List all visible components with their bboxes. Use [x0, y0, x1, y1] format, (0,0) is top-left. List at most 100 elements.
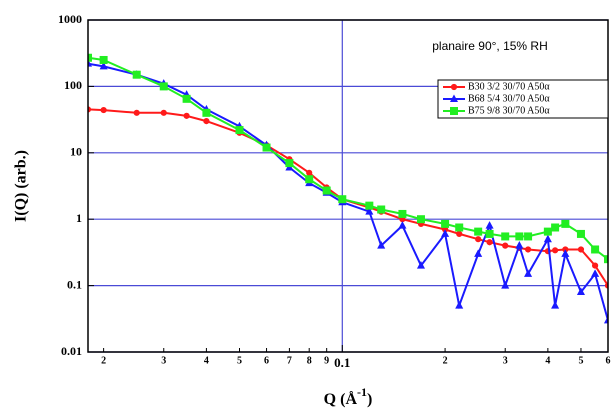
marker: [183, 112, 190, 119]
marker: [182, 94, 191, 103]
x-tick-label: 0.1: [334, 355, 350, 370]
marker: [524, 269, 533, 277]
marker: [524, 232, 533, 241]
legend-marker: [450, 83, 458, 91]
marker: [577, 246, 585, 253]
marker: [543, 234, 552, 243]
marker: [88, 53, 92, 62]
x-tick-label: 2: [443, 355, 448, 366]
legend-label: B75 9/8 30/70 A50α: [468, 105, 550, 116]
marker: [591, 262, 599, 269]
marker: [576, 287, 585, 296]
marker: [377, 241, 386, 249]
marker: [551, 223, 560, 232]
marker: [515, 241, 524, 249]
marker: [524, 246, 532, 253]
marker: [377, 205, 386, 214]
legend-label: B30 3/2 30/70 A50α: [468, 81, 550, 92]
marker: [416, 215, 425, 224]
marker: [604, 255, 608, 264]
marker: [474, 227, 483, 236]
x-label-sup: -1: [357, 385, 367, 399]
series: [88, 53, 608, 264]
marker: [474, 249, 483, 257]
marker: [398, 221, 407, 229]
y-tick-label: 100: [64, 78, 82, 92]
x-tick-label: 4: [545, 355, 550, 366]
marker: [576, 229, 585, 238]
marker: [88, 59, 93, 67]
legend-marker: [450, 107, 458, 115]
marker: [133, 109, 140, 116]
marker: [203, 118, 210, 125]
marker: [338, 195, 347, 204]
marker: [132, 70, 141, 79]
y-tick-label: 10: [70, 145, 82, 159]
x-tick-label: 8: [307, 355, 312, 366]
legend-label: B68 5/4 30/70 A50α: [468, 93, 550, 104]
x-tick-label: 7: [287, 355, 292, 366]
x-tick-label: 9: [324, 355, 329, 366]
marker: [551, 301, 560, 309]
x-tick-label: 6: [264, 355, 269, 366]
marker: [262, 143, 271, 152]
x-tick-label: 5: [237, 355, 242, 366]
marker: [398, 209, 407, 218]
x-tick-label: 3: [503, 355, 508, 366]
marker: [552, 247, 559, 254]
marker: [501, 281, 510, 289]
marker: [416, 261, 426, 269]
marker: [202, 108, 211, 117]
series-line: [88, 108, 608, 287]
legend-marker: [449, 94, 459, 102]
marker: [305, 175, 314, 184]
legend-box: [437, 79, 609, 119]
marker: [475, 236, 482, 243]
marker: [561, 249, 570, 257]
x-tick-label: 5: [578, 355, 583, 366]
marker: [591, 269, 600, 277]
marker: [306, 169, 313, 176]
y-axis-label: I(Q) (arb.): [13, 150, 30, 222]
x-label-suffix: ): [367, 391, 372, 408]
annotation: planaire 90°, 15% RH: [432, 39, 548, 53]
y-tick-label: 1000: [58, 12, 82, 26]
marker: [322, 186, 331, 195]
marker: [99, 55, 108, 64]
marker: [501, 232, 510, 241]
y-tick-label: 0.1: [67, 277, 82, 291]
x-tick-label: 6: [606, 355, 611, 366]
marker: [543, 227, 552, 236]
x-label-text: Q (Å: [324, 390, 358, 408]
marker: [455, 301, 464, 309]
marker: [603, 315, 608, 324]
x-tick-label: 3: [161, 355, 166, 366]
marker: [235, 126, 244, 135]
x-axis-label: Q (Å-1): [324, 385, 373, 408]
marker: [486, 239, 493, 246]
marker: [485, 221, 494, 229]
marker: [456, 230, 463, 238]
marker: [441, 229, 450, 237]
x-tick-label: 4: [204, 355, 209, 366]
y-tick-label: 0.01: [61, 344, 82, 358]
marker: [99, 61, 108, 70]
marker: [502, 242, 509, 249]
marker: [441, 219, 450, 228]
x-tick-label: 2: [101, 355, 106, 366]
marker: [159, 82, 168, 91]
series: [88, 106, 608, 289]
y-tick-label: 1: [76, 211, 82, 225]
marker: [485, 229, 494, 238]
marker: [455, 223, 464, 232]
marker: [160, 109, 167, 116]
marker: [365, 207, 374, 215]
marker: [100, 106, 107, 114]
marker: [285, 159, 294, 168]
plot-frame: [87, 19, 609, 353]
marker: [365, 201, 374, 210]
marker: [515, 232, 524, 241]
marker: [561, 219, 570, 228]
marker: [591, 245, 600, 254]
